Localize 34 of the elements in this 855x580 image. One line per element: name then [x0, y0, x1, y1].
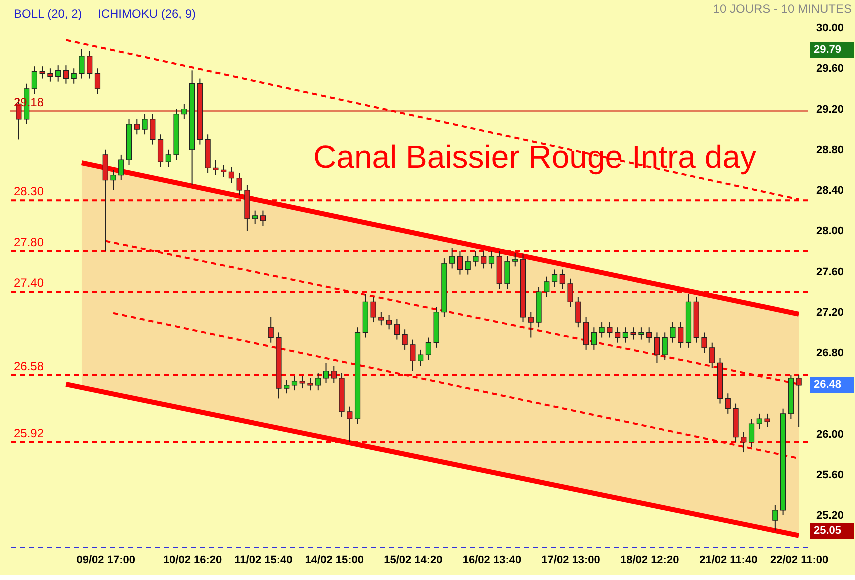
ref-line-label: 26.58 — [14, 359, 44, 374]
x-tick-label: 22/02 11:00 — [770, 554, 829, 566]
x-tick-label: 09/02 17:00 — [76, 554, 136, 566]
y-tick-label: 27.20 — [816, 306, 844, 319]
x-tick-label: 14/02 15:00 — [305, 554, 364, 566]
text: 29.79 — [814, 44, 842, 56]
x-tick-label: 10/02 16:20 — [163, 554, 222, 566]
text: BOLL (20, 2) — [14, 7, 82, 21]
y-tick-label: 27.60 — [816, 266, 844, 278]
y-tick-label: 30.00 — [816, 22, 844, 34]
x-tick-label: 18/02 12:20 — [620, 554, 680, 566]
y-tick-label: 28.40 — [816, 185, 844, 197]
ref-line-label: 25.92 — [14, 426, 44, 440]
ref-line-label: 27.40 — [14, 276, 44, 290]
text: 26.48 — [814, 379, 842, 391]
text: ICHIMOKU (26, 9) — [98, 7, 196, 21]
x-tick-label: 11/02 15:40 — [234, 554, 293, 566]
y-tick-label: 28.80 — [816, 144, 844, 156]
x-tick-label: 17/02 13:00 — [542, 554, 600, 566]
text: 25.05 — [814, 525, 842, 537]
y-tick-label: 26.80 — [816, 348, 844, 360]
y-tick-label: 26.00 — [816, 428, 844, 441]
annotation: Canal Baissier Rouge Intra day — [314, 139, 756, 175]
y-tick-label: 29.20 — [816, 104, 844, 116]
x-tick-label: 16/02 13:40 — [462, 554, 522, 566]
ref-line-label: 27.80 — [14, 235, 44, 250]
ref-line-label: 28.30 — [14, 184, 44, 199]
y-tick-label: 29.60 — [816, 63, 844, 76]
x-tick-label: 15/02 14:20 — [384, 554, 443, 566]
x-tick-label: 21/02 11:40 — [700, 554, 758, 566]
y-tick-label: 25.60 — [816, 469, 844, 482]
y-tick-label: 28.00 — [816, 226, 844, 238]
y-tick-label: 25.20 — [816, 510, 844, 522]
chart-subtitle: 10 JOURS - 10 MINUTES — [713, 2, 852, 16]
